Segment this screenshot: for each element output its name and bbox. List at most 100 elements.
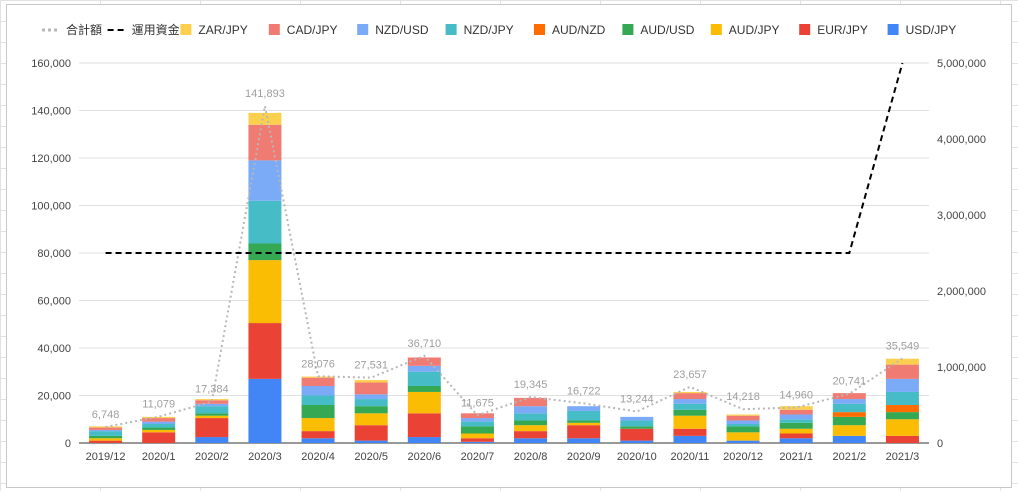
bar-segment-nzd-jpy[interactable] [832, 403, 866, 413]
bar-segment-eur-jpy[interactable] [301, 431, 335, 439]
bar-segment-zar-jpy[interactable] [726, 414, 760, 416]
legend-item-label[interactable]: USD/JPY [906, 23, 957, 37]
bar-segment-aud-jpy[interactable] [195, 415, 229, 419]
bar-segment-nzd-usd[interactable] [354, 394, 388, 400]
bar-segment-nzd-jpy[interactable] [248, 200, 282, 244]
bar-segment-nzd-jpy[interactable] [514, 413, 548, 421]
bar-segment-aud-usd[interactable] [514, 420, 548, 426]
legend-item-label[interactable]: ZAR/JPY [198, 23, 247, 37]
bar-segment-usd-jpy[interactable] [832, 435, 866, 443]
bar-segment-eur-jpy[interactable] [673, 428, 707, 436]
bar-segment-eur-jpy[interactable] [514, 431, 548, 439]
bar-segment-nzd-usd[interactable] [142, 421, 176, 424]
bar-segment-nzd-jpy[interactable] [779, 419, 813, 423]
bar-segment-aud-nzd[interactable] [885, 405, 919, 413]
bar-segment-cad-jpy[interactable] [248, 124, 282, 161]
bar-segment-nzd-jpy[interactable] [354, 399, 388, 407]
bar-segment-nzd-jpy[interactable] [195, 406, 229, 414]
legend-item-label[interactable]: 運用資金 [132, 22, 180, 37]
bar-segment-aud-usd[interactable] [726, 426, 760, 433]
bar-segment-cad-jpy[interactable] [142, 418, 176, 422]
bar-segment-nzd-usd[interactable] [620, 416, 654, 421]
bar-segment-aud-jpy[interactable] [407, 391, 441, 414]
bar-segment-aud-usd[interactable] [673, 409, 707, 416]
capital-series-line[interactable] [105, 62, 904, 254]
bar-segment-eur-jpy[interactable] [142, 432, 176, 443]
bar-segment-aud-usd[interactable] [142, 427, 176, 430]
bar-segment-zar-jpy[interactable] [885, 358, 919, 365]
bar-segment-aud-jpy[interactable] [89, 438, 123, 441]
bar-segment-zar-jpy[interactable] [673, 391, 707, 394]
bar-segment-usd-jpy[interactable] [567, 438, 601, 443]
bar-segment-eur-jpy[interactable] [567, 425, 601, 439]
bar-segment-aud-jpy[interactable] [726, 432, 760, 441]
bar-segment-nzd-usd[interactable] [460, 418, 494, 422]
bar-segment-usd-jpy[interactable] [354, 440, 388, 443]
bar-segment-usd-jpy[interactable] [407, 437, 441, 443]
bar-segment-aud-usd[interactable] [460, 426, 494, 434]
bar-segment-nzd-usd[interactable] [514, 406, 548, 414]
bar-segment-aud-jpy[interactable] [301, 418, 335, 432]
bar-segment-eur-jpy[interactable] [354, 425, 388, 441]
bar-segment-usd-jpy[interactable] [195, 437, 229, 443]
bar-segment-nzd-usd[interactable] [301, 386, 335, 396]
bar-segment-zar-jpy[interactable] [779, 406, 813, 410]
bar-segment-cad-jpy[interactable] [726, 415, 760, 421]
bar-segment-aud-usd[interactable] [620, 426, 654, 429]
bar-segment-eur-jpy[interactable] [89, 440, 123, 443]
legend-item-label[interactable]: EUR/JPY [817, 23, 868, 37]
bar-segment-aud-usd[interactable] [195, 413, 229, 416]
bar-segment-nzd-usd[interactable] [407, 365, 441, 372]
bar-segment-usd-jpy[interactable] [248, 378, 282, 443]
bar-segment-cad-jpy[interactable] [779, 409, 813, 415]
bar-segment-aud-jpy[interactable] [514, 425, 548, 432]
bar-segment-nzd-usd[interactable] [726, 420, 760, 424]
bar-segment-usd-jpy[interactable] [301, 438, 335, 443]
bar-segment-aud-jpy[interactable] [248, 260, 282, 324]
bar-segment-aud-jpy[interactable] [832, 425, 866, 436]
bar-segment-aud-jpy[interactable] [460, 433, 494, 439]
legend-item-label[interactable]: CAD/JPY [287, 23, 338, 37]
bar-segment-aud-jpy[interactable] [567, 422, 601, 426]
bar-segment-eur-jpy[interactable] [195, 418, 229, 438]
bar-segment-cad-jpy[interactable] [354, 382, 388, 395]
bar-segment-aud-usd[interactable] [248, 243, 282, 261]
bar-segment-cad-jpy[interactable] [885, 364, 919, 379]
bar-segment-aud-jpy[interactable] [779, 428, 813, 434]
bar-segment-zar-jpy[interactable] [248, 112, 282, 125]
bar-segment-aud-jpy[interactable] [885, 419, 919, 436]
bar-segment-aud-usd[interactable] [301, 405, 335, 419]
bar-segment-eur-jpy[interactable] [248, 323, 282, 379]
bar-segment-aud-usd[interactable] [832, 416, 866, 426]
bar-segment-nzd-jpy[interactable] [89, 431, 123, 436]
bar-segment-nzd-jpy[interactable] [726, 424, 760, 427]
total-series-line[interactable] [105, 105, 903, 428]
bar-segment-eur-jpy[interactable] [620, 428, 654, 441]
bar-segment-nzd-jpy[interactable] [460, 421, 494, 427]
bar-segment-nzd-jpy[interactable] [673, 403, 707, 410]
legend-item-label[interactable]: AUD/NZD [552, 23, 606, 37]
bar-segment-cad-jpy[interactable] [195, 400, 229, 404]
bar-segment-nzd-jpy[interactable] [885, 391, 919, 405]
bar-segment-aud-jpy[interactable] [142, 429, 176, 433]
bar-segment-cad-jpy[interactable] [89, 427, 123, 430]
bar-segment-usd-jpy[interactable] [779, 438, 813, 443]
bar-segment-cad-jpy[interactable] [407, 357, 441, 366]
bar-segment-eur-jpy[interactable] [885, 435, 919, 443]
legend-item-label[interactable]: 合計額 [66, 22, 102, 37]
bar-segment-aud-usd[interactable] [567, 420, 601, 423]
bar-segment-zar-jpy[interactable] [354, 380, 388, 383]
bar-segment-nzd-usd[interactable] [885, 378, 919, 392]
bar-segment-aud-usd[interactable] [407, 386, 441, 392]
bar-segment-nzd-usd[interactable] [89, 429, 123, 432]
bar-segment-cad-jpy[interactable] [832, 393, 866, 400]
bar-segment-nzd-jpy[interactable] [301, 395, 335, 406]
chart-frame[interactable]: 0 20,000 40,000 60,000 80,000 100,000 120,000 1… [6, 4, 1012, 488]
bar-segment-cad-jpy[interactable] [514, 397, 548, 407]
bar-segment-cad-jpy[interactable] [673, 393, 707, 400]
bar-segment-nzd-usd[interactable] [673, 399, 707, 404]
bar-segment-aud-nzd[interactable] [832, 412, 866, 417]
bar-segment-eur-jpy[interactable] [460, 438, 494, 442]
legend-item-label[interactable]: AUD/USD [640, 23, 694, 37]
bar-segment-nzd-usd[interactable] [779, 414, 813, 420]
